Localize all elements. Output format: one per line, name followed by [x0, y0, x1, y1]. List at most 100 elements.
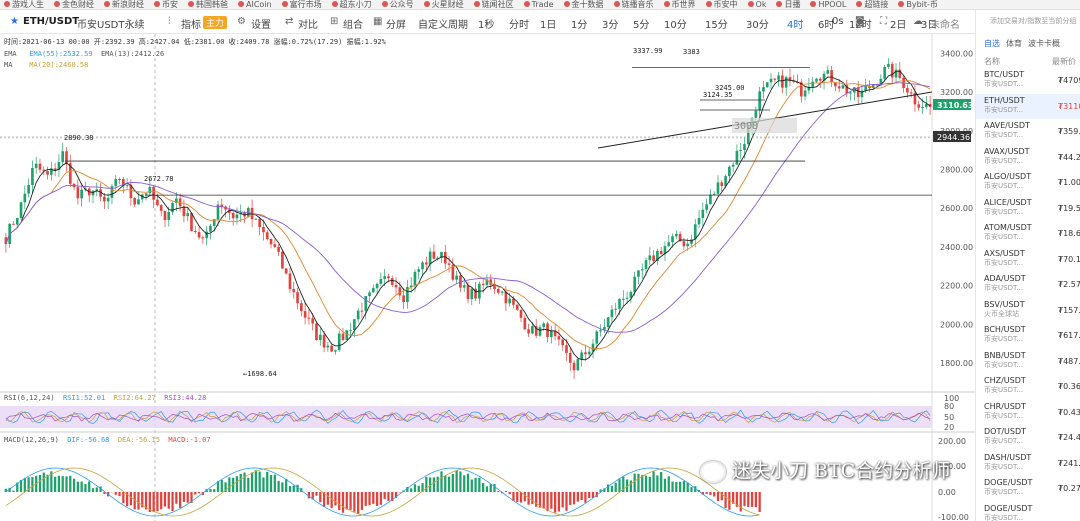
custom-period-button[interactable]: 自定义周期 — [418, 20, 468, 31]
macd-bar — [269, 475, 273, 492]
period-2[interactable]: 1日 — [540, 20, 557, 31]
period-11[interactable]: 12时 — [849, 20, 872, 31]
bookmark-item[interactable]: HPOOL — [810, 0, 846, 9]
bookmark-item[interactable]: 币世界 — [664, 0, 696, 9]
y-tick-label: 3400.00 — [940, 49, 973, 58]
gear-icon[interactable]: ⚙ — [237, 16, 246, 27]
candle-body — [712, 193, 716, 195]
bookmark-item[interactable]: 富行市场 — [282, 0, 322, 9]
bookmark-item[interactable]: 链播音乐 — [614, 0, 654, 9]
watchlist-row[interactable]: AXS/USDT 币安USDT... ₮70.1 — [976, 247, 1080, 273]
camera-icon[interactable]: ◙ — [855, 16, 865, 27]
price-chart[interactable]: 3400.003200.003000.002800.002600.002400.… — [0, 34, 975, 521]
interval-seconds[interactable]: 0s — [832, 16, 844, 27]
split-screen-button[interactable]: 分屏 — [386, 20, 406, 31]
candle-body — [762, 87, 765, 92]
candle-body — [864, 86, 868, 91]
settings-button[interactable]: 设置 — [251, 20, 271, 31]
pair-name: BTC/USDT — [984, 70, 1025, 79]
macd-bar — [553, 492, 557, 513]
indicator-button[interactable]: 指标 — [181, 20, 201, 31]
fullscreen-icon[interactable]: ⛶ — [880, 16, 887, 27]
bookmark-item[interactable]: AICoin — [238, 0, 272, 9]
candle-body — [633, 276, 636, 293]
macd-bar — [618, 479, 621, 492]
bookmark-item[interactable]: 游戏人生 — [4, 0, 44, 9]
bookmark-item[interactable]: 公众号 — [382, 0, 414, 9]
period-6[interactable]: 10分 — [664, 20, 687, 31]
tab-cards[interactable]: 波卡卡概 — [1028, 39, 1060, 48]
rsi-tick-label: 20 — [944, 423, 954, 432]
candle-body — [720, 182, 724, 187]
candle-body — [485, 279, 489, 286]
period-1[interactable]: 分时 — [509, 20, 529, 31]
period-0[interactable]: 1秒 — [478, 20, 495, 31]
bookmark-item[interactable]: Ok — [748, 0, 767, 9]
candle-body — [228, 209, 231, 213]
bookmark-item[interactable]: 金十数据 — [564, 0, 604, 9]
bookmark-item[interactable]: 币安 — [154, 0, 178, 9]
period-3[interactable]: 1分 — [571, 20, 588, 31]
layout-name[interactable]: 未命名 — [930, 20, 960, 31]
bookmark-item[interactable]: 币安中 — [706, 0, 738, 9]
pair-price: ₮2.578 — [1058, 280, 1080, 289]
combo-button[interactable]: 组合 — [343, 20, 363, 31]
cloud-icon[interactable]: ☁ — [913, 16, 923, 27]
period-10[interactable]: 6时 — [818, 20, 835, 31]
watchlist-row[interactable]: DOGE/USDT 币安USDT... — [976, 502, 1080, 521]
symbol-name[interactable]: ETH/USDT — [23, 16, 80, 27]
compare-icon[interactable]: ⇄ — [285, 16, 294, 27]
combo-icon[interactable]: ⊞ — [330, 16, 339, 27]
pair-price: ₮3110.6 — [1058, 101, 1080, 111]
candle-body — [489, 279, 493, 285]
bookmark-item[interactable]: 超东小刀 — [332, 0, 372, 9]
candle-body — [773, 78, 777, 80]
bookmark-item[interactable]: Bybit-币 — [898, 0, 938, 9]
rsi-legend: RSI(6,12,24) RSI1:52.01 RSI2:64.27 RSI3:… — [4, 394, 207, 402]
candle-body — [224, 206, 227, 210]
candle-body — [193, 231, 197, 233]
split-screen-icon[interactable]: ▦ — [373, 16, 383, 27]
period-7[interactable]: 15分 — [705, 20, 728, 31]
period-9[interactable]: 4时 — [787, 20, 804, 31]
bookmark-item[interactable]: 韩国韩爸 — [188, 0, 228, 9]
bookmark-item[interactable]: Trade — [524, 0, 554, 9]
bookmark-item[interactable]: 链闻社区 — [474, 0, 514, 9]
watchlist-search-hint[interactable]: 添加交易对/指数至当前分组 — [990, 17, 1077, 25]
period-5[interactable]: 5分 — [633, 20, 650, 31]
period-4[interactable]: 3分 — [602, 20, 619, 31]
bookmark-item[interactable]: 火星财经 — [424, 0, 464, 9]
bookmark-item[interactable]: 新浪财经 — [104, 0, 144, 9]
macd-bar — [372, 492, 375, 504]
bookmark-item[interactable]: 日播 — [776, 0, 800, 9]
favorite-star-icon[interactable]: ★ — [10, 16, 19, 27]
candle-body — [591, 343, 595, 352]
pair-price: ₮0.3699 — [1058, 382, 1080, 391]
bookmark-item[interactable]: 超链接 — [856, 0, 888, 9]
macd-bar — [743, 492, 746, 507]
tab-sector[interactable]: 体育 — [1006, 39, 1022, 48]
compare-button[interactable]: 对比 — [298, 20, 318, 31]
tab-favorites[interactable]: 自选 — [984, 39, 1000, 48]
bookmark-item[interactable]: 金色财经 — [54, 0, 94, 9]
indicator-icon[interactable]: ⫶ — [168, 16, 171, 27]
period-8[interactable]: 30分 — [746, 20, 769, 31]
period-13[interactable]: 3日 — [921, 20, 938, 31]
period-12[interactable]: 2日 — [890, 20, 907, 31]
